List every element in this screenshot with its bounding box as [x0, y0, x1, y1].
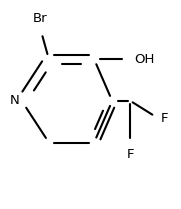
Text: OH: OH: [134, 53, 154, 66]
Text: Br: Br: [33, 12, 47, 25]
Text: N: N: [10, 94, 20, 107]
Text: F: F: [127, 148, 134, 161]
Text: F: F: [161, 112, 169, 125]
